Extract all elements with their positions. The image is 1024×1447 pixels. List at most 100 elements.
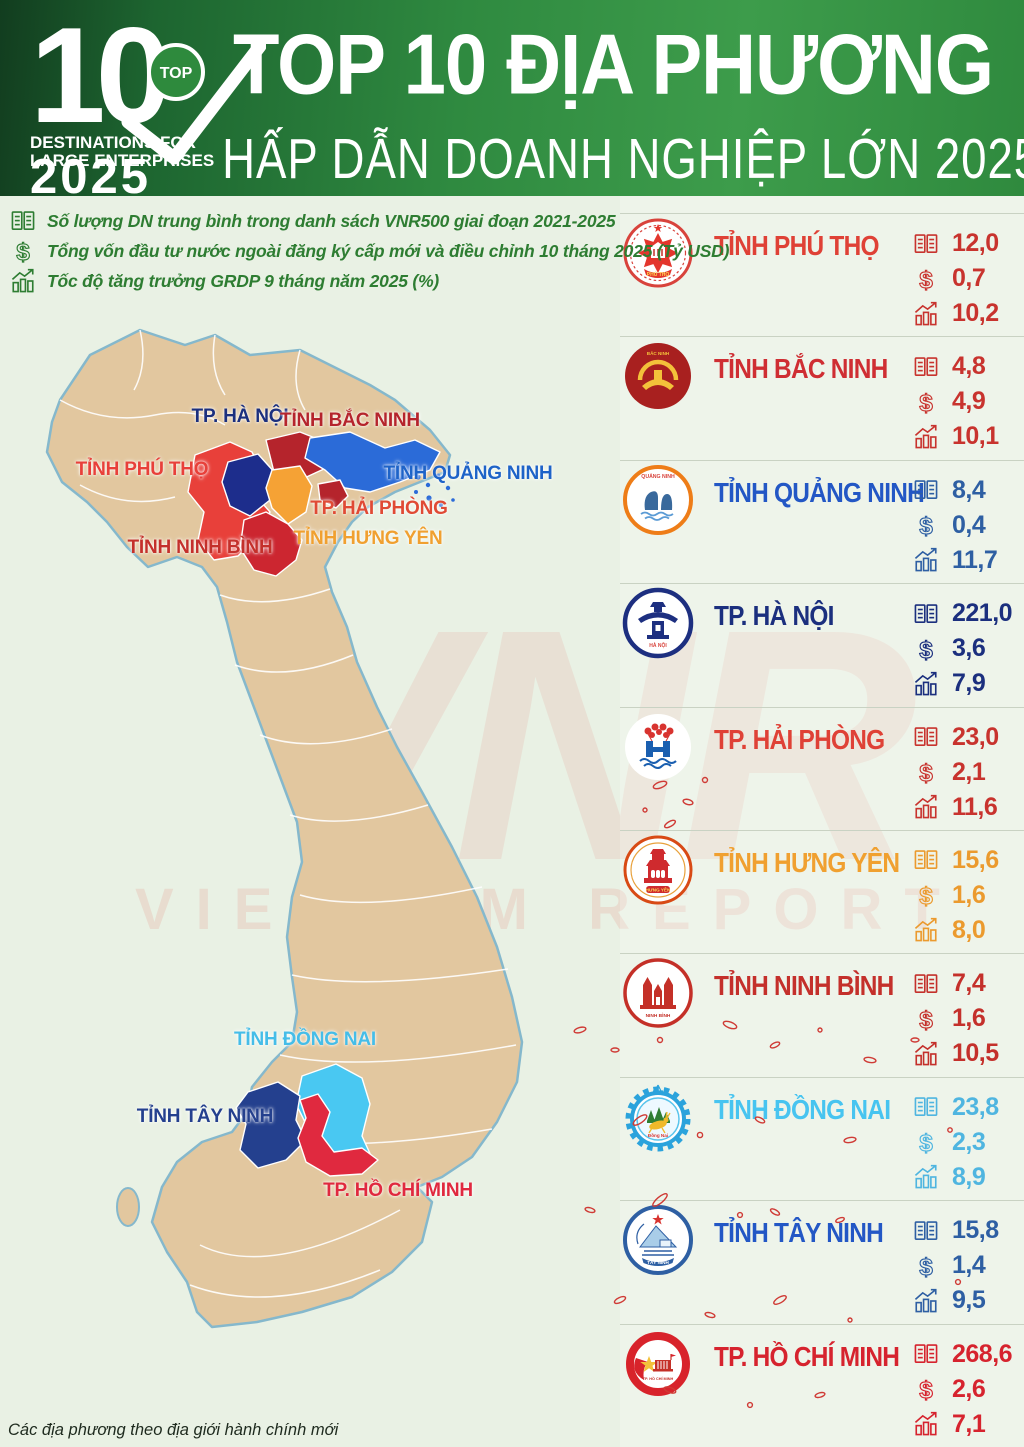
metric-value: 221,0 (952, 599, 1013, 628)
legend-label: Tổng vốn đầu tư nước ngoài đăng ký cấp m… (47, 240, 730, 261)
metric-value: 7,4 (952, 969, 986, 998)
metric-grdp: 9,5 (913, 1283, 999, 1318)
province-row-hung-yen: HƯNG YÊN TỈNH HƯNG YÊN 15,6 1,6 8,0 (620, 829, 1024, 953)
province-row-bac-ninh: BẮC NINH TỈNH BẮC NINH 4,8 4,9 10,1 (620, 336, 1024, 459)
legend-item-fdi: Tổng vốn đầu tư nước ngoài đăng ký cấp m… (10, 236, 729, 266)
province-metrics: 8,4 0,4 11,7 (913, 473, 998, 578)
province-name: TỈNH NINH BÌNH (714, 969, 894, 1002)
dollar-icon (913, 266, 939, 292)
quang-ninh-region (304, 431, 441, 493)
province-metrics: 23,8 2,3 8,9 (913, 1090, 999, 1195)
metric-value: 0,4 (952, 510, 986, 539)
metric-value: 15,6 (952, 845, 999, 874)
metric-vnr500: 12,0 (913, 226, 999, 261)
book-icon (913, 847, 939, 873)
badge-line2: LARGE ENTERPRISES (30, 151, 214, 170)
ho-chi-minh-logo: TP. HỒ CHÍ MINH (626, 1331, 690, 1396)
badge-year: 2025 (30, 150, 151, 196)
ha-long-islands (414, 473, 455, 507)
hai-phong-logo (625, 713, 691, 780)
book-icon (913, 354, 939, 380)
metric-vnr500: 8,4 (913, 473, 997, 508)
map-label-hai-phong: TP. HẢI PHÒNG (310, 498, 448, 519)
map-label-dong-nai: TỈNH ĐỒNG NAI (233, 1029, 377, 1050)
svg-text:HÀ NỘI: HÀ NỘI (649, 641, 667, 649)
metric-value: 8,4 (952, 475, 986, 504)
dollar-icon (913, 1129, 939, 1155)
metric-value: 1,6 (952, 1004, 986, 1033)
metric-vnr500: 7,4 (913, 966, 999, 1001)
metric-vnr500: 268,6 (913, 1337, 1013, 1372)
province-metrics: 23,0 2,1 11,6 (913, 720, 999, 825)
metric-grdp: 8,0 (913, 913, 999, 948)
metric-value: 11,7 (952, 545, 998, 574)
svg-text:PHÚ THỌ: PHÚ THỌ (647, 271, 670, 278)
metric-fdi: 2,1 (913, 755, 999, 790)
map-label-ha-noi: TP. HÀ NỘI (191, 406, 289, 427)
book-icon (10, 208, 36, 234)
province-metrics: 15,6 1,6 8,0 (913, 843, 999, 948)
legend-label: Số lượng DN trung bình trong danh sách V… (47, 210, 616, 231)
province-metrics: 221,0 3,6 7,9 (913, 596, 1013, 701)
growth-icon (913, 301, 939, 327)
province-name: TP. HẢI PHÒNG (714, 722, 885, 755)
vietnam-report-watermark: VIETNAM REPORT (135, 877, 962, 942)
metric-vnr500: 221,0 (913, 596, 1013, 631)
badge-top-circle (147, 43, 205, 101)
metric-fdi: 2,3 (913, 1125, 999, 1160)
book-icon (913, 724, 939, 750)
metric-value: 15,8 (952, 1216, 999, 1245)
province-name: TỈNH TÂY NINH (714, 1216, 884, 1249)
ho-chi-minh-region (297, 1093, 379, 1177)
metric-fdi: 1,6 (913, 878, 999, 913)
growth-icon (913, 1411, 939, 1437)
growth-icon (913, 1041, 939, 1067)
metric-vnr500: 15,6 (913, 843, 999, 878)
metric-grdp: 10,5 (913, 1036, 999, 1071)
ninh-binh-region (239, 511, 303, 577)
metric-value: 1,4 (952, 1251, 986, 1280)
metric-grdp: 11,6 (913, 790, 999, 825)
vietnam-map (45, 328, 524, 1329)
map-label-quang-ninh: TỈNH QUẢNG NINH (383, 463, 553, 484)
tay-ninh-region (235, 1081, 307, 1169)
growth-icon (913, 1288, 939, 1314)
metric-value: 7,1 (952, 1409, 986, 1438)
metric-value: 2,6 (952, 1374, 986, 1403)
metric-value: 268,6 (952, 1339, 1013, 1368)
svg-text:HƯNG YÊN: HƯNG YÊN (646, 885, 671, 892)
svg-text:QUẢNG NINH: QUẢNG NINH (641, 473, 675, 480)
dollar-icon (913, 1006, 939, 1032)
metric-value: 8,0 (952, 915, 986, 944)
metric-value: 2,3 (952, 1127, 986, 1156)
province-row-dong-nai: Đồng Nai TỈNH ĐỒNG NAI 23,8 2,3 8,9 (620, 1076, 1024, 1200)
legend-item-grdp: Tốc độ tăng trưởng GRDP 9 tháng năm 2025… (10, 266, 729, 296)
metric-fdi: 3,6 (913, 631, 1012, 666)
metric-value: 3,6 (952, 634, 986, 663)
province-name: TỈNH QUẢNG NINH (714, 475, 925, 509)
metric-fdi: 2,6 (913, 1372, 1012, 1407)
province-name: TỈNH HƯNG YÊN (714, 845, 900, 879)
metric-fdi: 1,6 (913, 1001, 999, 1036)
metric-grdp: 10,2 (913, 296, 999, 331)
growth-icon (913, 917, 939, 943)
map-label-bac-ninh: TỈNH BẮC NINH (280, 410, 420, 431)
metric-value: 1,6 (952, 880, 986, 909)
highlighted-provinces-south (235, 1063, 379, 1177)
province-name: TỈNH ĐỒNG NAI (714, 1092, 891, 1126)
province-metrics: 4,8 4,9 10,1 (913, 349, 999, 454)
province-metrics: 12,0 0,7 10,2 (913, 226, 999, 331)
svg-text:BẮC NINH: BẮC NINH (647, 349, 670, 356)
page-subtitle: HẤP DẪN DOANH NGHIỆP LỚN 2025 (222, 126, 1024, 190)
province-row-quang-ninh: QUẢNG NINH TỈNH QUẢNG NINH 8,4 0,4 11,7 (620, 459, 1024, 583)
map-label-ho-chi-minh: TP. HỒ CHÍ MINH (323, 1180, 473, 1201)
province-name: TỈNH BẮC NINH (714, 352, 888, 385)
growth-icon (10, 268, 36, 294)
province-name: TP. HÀ NỘI (714, 599, 834, 632)
metric-value: 8,9 (952, 1162, 986, 1191)
metric-value: 10,2 (952, 299, 999, 327)
dollar-icon (913, 759, 939, 785)
svg-text:TÂY NINH: TÂY NINH (647, 1259, 669, 1265)
dollar-icon (913, 1376, 939, 1402)
province-row-phu-tho: PHÚ THỌ TỈNH PHÚ THỌ 12,0 0,7 10,2 (620, 213, 1024, 336)
